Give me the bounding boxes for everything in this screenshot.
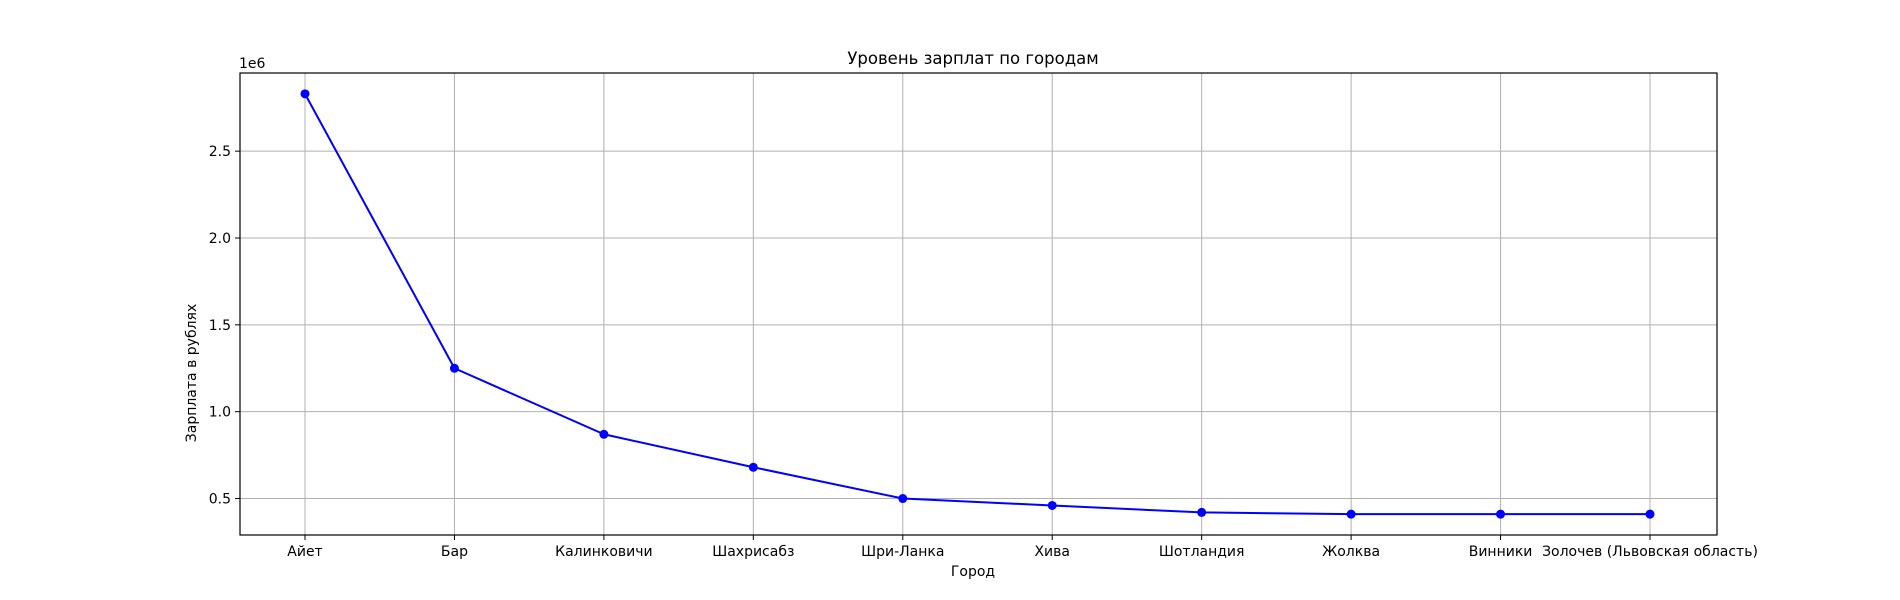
grid-layer <box>240 73 1717 535</box>
data-point <box>300 89 310 99</box>
x-tick-label: Шотландия <box>1159 544 1245 560</box>
x-axis-title: Город <box>951 564 995 580</box>
x-tick-label: Винники <box>1469 544 1533 560</box>
data-point <box>1496 509 1506 519</box>
chart-title: Уровень зарплат по городам <box>847 49 1098 68</box>
data-point <box>449 363 459 373</box>
data-point <box>898 494 908 504</box>
series-line <box>304 93 1650 516</box>
x-tick-label: Бар <box>441 544 468 560</box>
y-tick-label: 2.5 <box>209 144 231 160</box>
x-tick-label: Шахрисабз <box>712 544 794 560</box>
y-tick-label: 2.0 <box>209 231 231 247</box>
data-point <box>748 462 758 472</box>
series-layer <box>300 89 1655 519</box>
data-point <box>1346 509 1356 519</box>
y-tick-label: 1.0 <box>209 405 231 421</box>
x-tick-label: Жолква <box>1322 544 1380 560</box>
y-tick-label: 1.5 <box>209 318 231 334</box>
x-tick-label: Шри-Ланка <box>861 544 944 560</box>
x-tick-label: Золочев (Львовская область) <box>1542 544 1758 560</box>
y-tick-label: 0.5 <box>209 492 231 508</box>
x-tick-label: Калинковичи <box>555 544 652 560</box>
y-axis-title: Зарплата в рублях <box>184 304 200 442</box>
data-point <box>1047 500 1057 510</box>
data-point <box>1197 507 1207 517</box>
x-tick-label: Хива <box>1034 544 1070 560</box>
y-axis-offset-label: 1e6 <box>239 56 266 72</box>
x-tick-label: Айет <box>287 544 322 560</box>
data-point <box>1645 509 1655 519</box>
ticks-layer: Айет Бар Калинковичи Шахрисабз Шри-Ланка Хива… <box>209 144 1758 560</box>
plot-frame <box>239 72 1718 536</box>
data-point <box>599 429 609 439</box>
